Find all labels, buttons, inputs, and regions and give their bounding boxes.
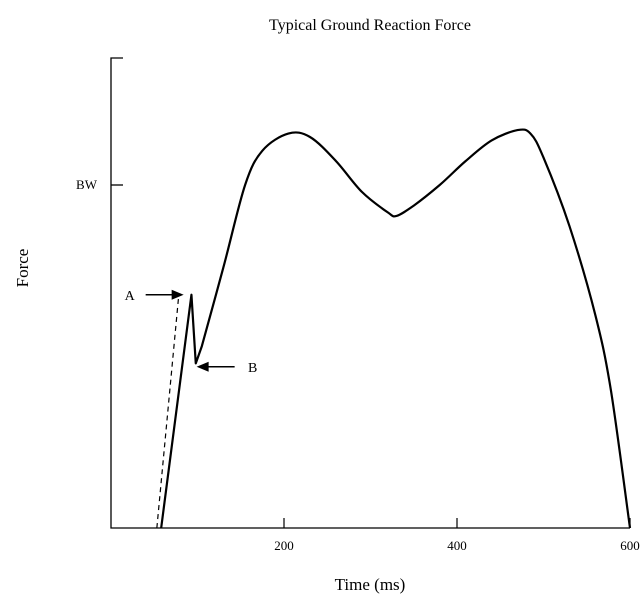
axis-frame (110, 57, 630, 529)
annotation-arrowhead-B (196, 361, 209, 372)
annotation-arrowhead-A (171, 289, 184, 300)
series-layer (156, 128, 632, 529)
series-force-line (160, 128, 632, 529)
axes (110, 57, 630, 529)
x-tick-label-600: 600 (620, 538, 640, 553)
x-ticks: 200 400 600 (274, 518, 640, 553)
annotation-label-A: A (125, 289, 136, 304)
annotation-label-B: B (248, 361, 257, 376)
series-dashed-line (156, 298, 180, 529)
y-axis-label: Force (13, 249, 32, 288)
annotations: AB (125, 289, 258, 376)
x-tick-label-200: 200 (274, 538, 294, 553)
x-axis-label: Time (ms) (335, 575, 406, 594)
chart-title: Typical Ground Reaction Force (269, 17, 471, 34)
x-tick-label-400: 400 (447, 538, 467, 553)
y-tick-label-bw: BW (76, 177, 98, 192)
